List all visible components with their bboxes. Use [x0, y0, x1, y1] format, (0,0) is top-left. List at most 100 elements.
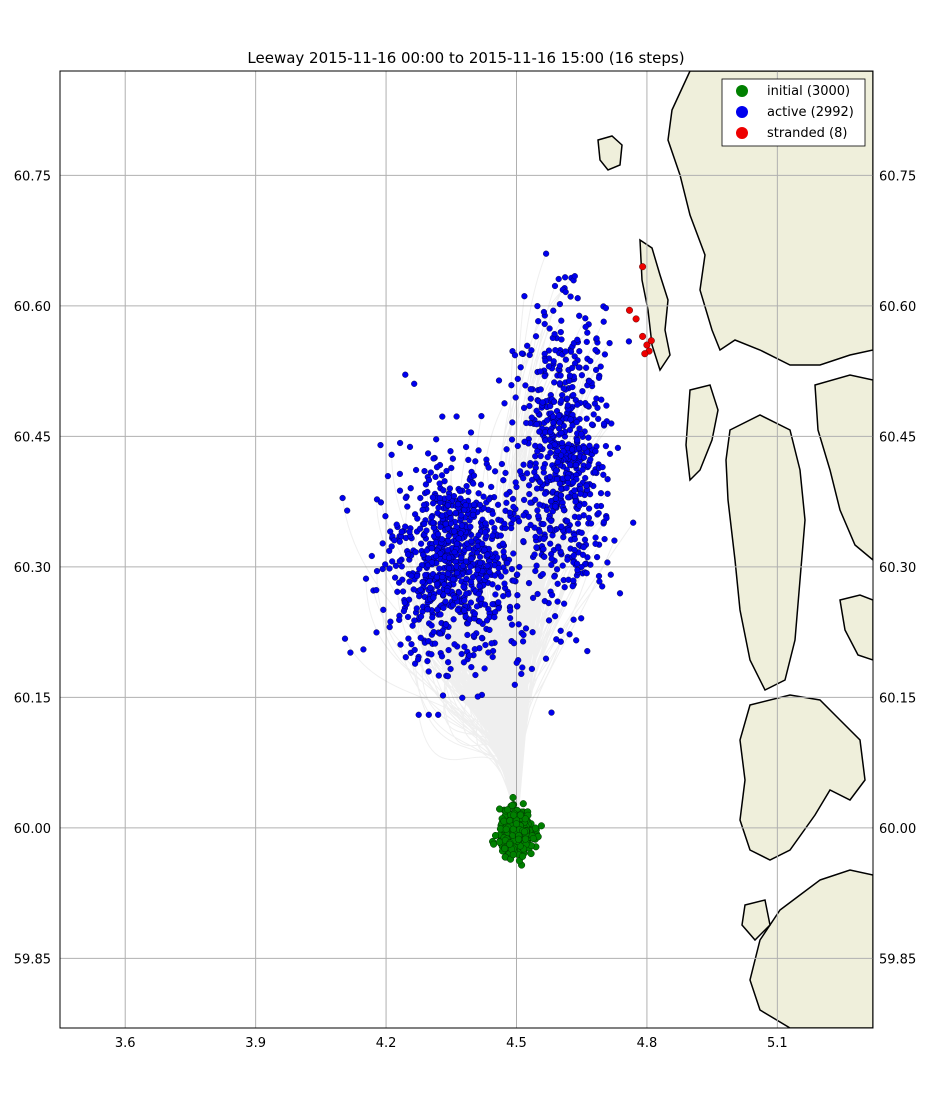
active-particle — [379, 540, 386, 547]
active-particle — [396, 470, 404, 478]
active-particle — [458, 554, 465, 561]
active-particle — [454, 606, 461, 614]
island-north-small — [597, 135, 623, 171]
active-particle — [525, 513, 532, 520]
active-particle — [482, 529, 489, 536]
active-particle — [427, 584, 434, 591]
y-tick-label-left: 60.00 — [14, 822, 51, 837]
active-particle — [428, 559, 436, 566]
active-particle — [432, 640, 439, 647]
active-particle — [482, 520, 489, 527]
active-particle — [425, 711, 432, 718]
active-particle — [566, 461, 574, 468]
active-particle — [568, 364, 576, 372]
active-particle — [424, 657, 431, 665]
island-south-east — [749, 869, 873, 1028]
active-particle — [417, 586, 424, 593]
active-particle — [438, 536, 446, 543]
active-particle — [396, 487, 404, 494]
active-particle — [547, 526, 554, 534]
active-particle — [554, 458, 561, 466]
active-particle — [455, 535, 462, 542]
active-particle — [540, 520, 547, 528]
active-particle — [441, 478, 448, 485]
active-particle — [411, 646, 418, 654]
active-particle — [425, 668, 432, 675]
active-particle — [551, 282, 559, 290]
active-particle — [567, 293, 574, 300]
stranded-particle — [639, 263, 647, 271]
active-particle — [466, 652, 473, 659]
stranded-particles — [626, 263, 655, 358]
active-particle — [570, 454, 578, 461]
active-particle — [569, 384, 576, 391]
active-particle — [481, 546, 488, 553]
active-particle — [604, 476, 611, 483]
active-particle — [476, 583, 483, 590]
active-particle — [523, 419, 530, 427]
active-particle — [458, 522, 466, 529]
active-particle — [406, 443, 414, 451]
active-particle — [402, 371, 409, 378]
active-particle — [607, 571, 614, 578]
active-particle — [532, 567, 539, 575]
active-particle — [583, 338, 590, 346]
active-particle — [467, 523, 474, 530]
active-particle — [461, 643, 468, 650]
active-particle — [542, 437, 549, 444]
active-particle — [579, 388, 586, 395]
active-particle — [567, 348, 575, 355]
active-particle — [551, 573, 558, 580]
active-particle — [593, 335, 600, 342]
active-particle — [392, 574, 399, 581]
active-particle — [585, 434, 592, 441]
y-tick-label-left: 60.75 — [14, 169, 51, 184]
active-particle — [510, 640, 518, 647]
active-particle — [472, 458, 479, 465]
active-particle — [446, 554, 453, 561]
active-particle — [560, 600, 568, 607]
active-particle — [578, 529, 585, 536]
active-particle — [477, 553, 484, 561]
active-particle — [537, 453, 544, 460]
active-particle — [479, 540, 486, 547]
active-particle — [439, 512, 446, 519]
active-particle — [429, 614, 436, 621]
active-particle — [570, 577, 577, 584]
active-particle — [470, 472, 478, 479]
active-particle — [526, 402, 533, 410]
active-particle — [420, 501, 428, 509]
active-particle — [400, 607, 408, 615]
active-particle — [396, 558, 403, 565]
active-particle — [461, 607, 468, 614]
initial-particle — [537, 822, 545, 830]
active-particle — [405, 551, 412, 558]
active-particle — [492, 468, 499, 475]
active-particle — [578, 431, 585, 438]
active-particle — [566, 426, 574, 434]
active-particle — [424, 488, 431, 496]
active-particle — [447, 665, 454, 673]
active-particle — [601, 351, 609, 358]
active-particle — [360, 646, 367, 653]
active-particle — [485, 464, 492, 471]
active-particle — [520, 404, 528, 412]
active-particle — [550, 358, 557, 365]
active-particle — [468, 663, 475, 671]
active-particle — [450, 576, 457, 583]
active-particle — [564, 474, 571, 481]
island-coastal-strip — [639, 238, 671, 372]
active-particle — [471, 610, 479, 617]
active-particle — [434, 509, 441, 517]
y-tick-label-left: 60.30 — [14, 561, 51, 576]
active-particle — [574, 295, 581, 302]
stranded-particle — [643, 341, 651, 349]
active-particle — [484, 551, 491, 558]
active-particle — [555, 412, 563, 419]
active-particle — [411, 380, 418, 387]
active-particle — [440, 487, 447, 494]
active-particle — [344, 507, 351, 514]
active-particle — [547, 498, 555, 505]
initial-particle — [521, 835, 530, 843]
active-particle — [553, 476, 561, 483]
